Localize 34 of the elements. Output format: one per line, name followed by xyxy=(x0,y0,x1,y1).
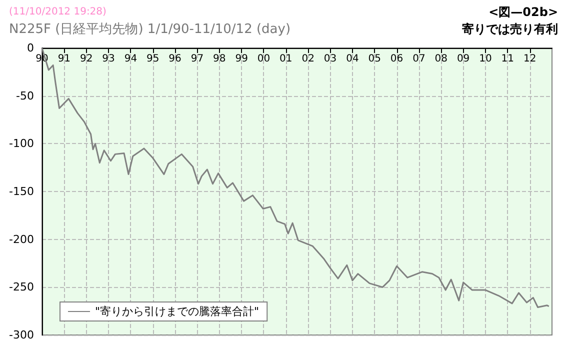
x-tick-label: 99 xyxy=(235,54,248,64)
x-tick-label: 03 xyxy=(324,54,337,64)
text: 寄りでは売り有利 xyxy=(462,22,558,36)
y-tick-label: -50 xyxy=(16,89,34,102)
y-tick-label: -200 xyxy=(9,232,34,246)
x-tick-label: 09 xyxy=(456,54,470,64)
x-tick-label: 96 xyxy=(168,54,182,64)
x-tick-label: 97 xyxy=(190,54,204,64)
x-tick-label: 10 xyxy=(479,54,492,64)
x-tick-label: 92 xyxy=(80,54,93,64)
x-tick-label: 98 xyxy=(213,54,226,64)
y-tick-label: -100 xyxy=(9,137,34,150)
x-tick-label: 93 xyxy=(102,54,115,64)
x-tick-label: 05 xyxy=(368,54,381,64)
y-tick-label: -250 xyxy=(9,280,34,294)
x-tick-label: 94 xyxy=(124,54,138,64)
x-tick-label: 08 xyxy=(434,54,448,64)
text: <図—02b> xyxy=(488,5,558,19)
x-tick-label: 12 xyxy=(523,54,536,64)
x-tick-label: 04 xyxy=(346,54,359,64)
chart-subtitle: (11/10/2012 19:28) xyxy=(9,6,107,18)
x-tick-label: 02 xyxy=(302,54,314,64)
x-tick-label: 06 xyxy=(390,54,404,64)
legend-label: "寄りから引けまでの騰落率合計" xyxy=(95,305,260,318)
y-tick-label: -150 xyxy=(9,185,34,198)
x-tick-label: 01 xyxy=(280,54,292,64)
x-tick-label: 00 xyxy=(257,54,270,64)
x-tick-label: 07 xyxy=(412,54,426,64)
x-tick-label: 95 xyxy=(146,54,160,64)
chart-title: N225F (日経平均先物) 1/1/90-11/10/12 (day) xyxy=(9,22,291,37)
x-tick-label: 11 xyxy=(501,54,514,64)
y-tick-label: -300 xyxy=(9,328,34,342)
y-tick-label: 0 xyxy=(27,42,34,54)
x-tick-label: 91 xyxy=(58,54,71,64)
